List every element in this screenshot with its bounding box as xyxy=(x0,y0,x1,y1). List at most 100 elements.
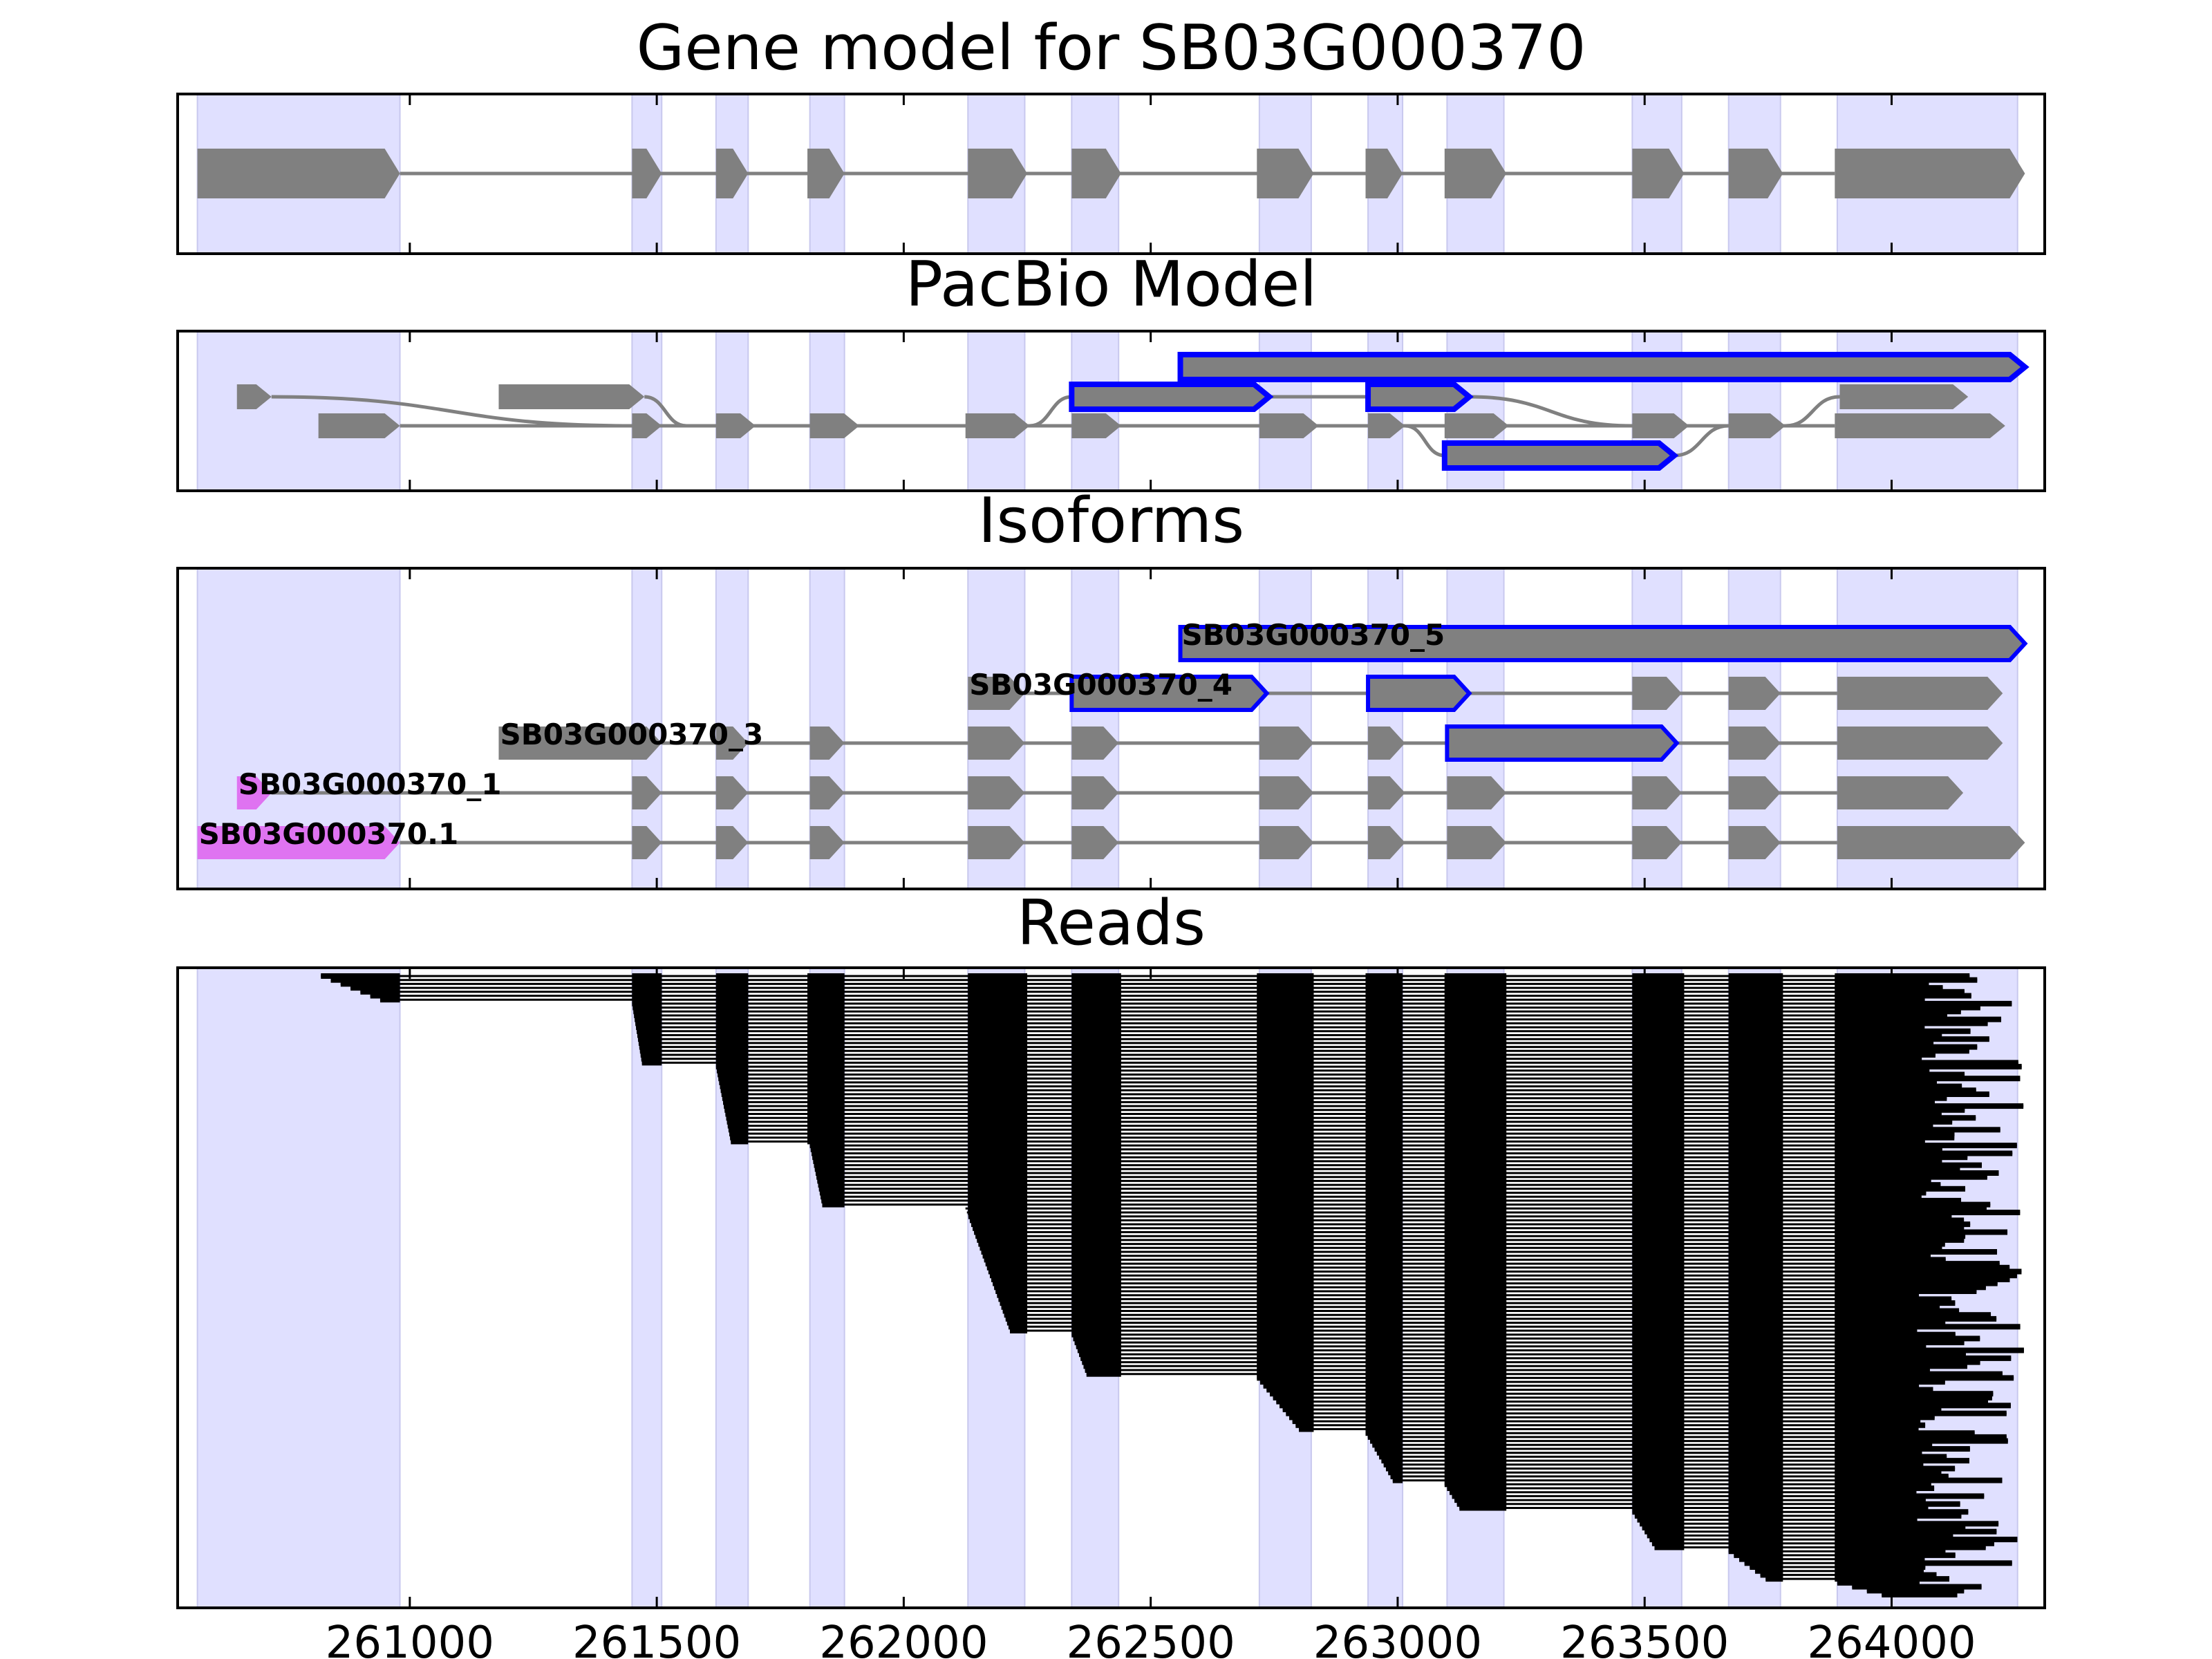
read-exon xyxy=(968,993,1028,999)
read-exon xyxy=(822,1201,845,1208)
read-exon xyxy=(1632,1398,1685,1405)
read-exon xyxy=(1444,1182,1507,1188)
read-exon xyxy=(715,1052,749,1058)
read-exon xyxy=(807,1044,845,1050)
read-exon xyxy=(1632,1407,1685,1412)
exon xyxy=(1632,677,1682,710)
read-exon xyxy=(1257,1060,1314,1066)
read-exon xyxy=(1632,1497,1685,1503)
read-exon xyxy=(1835,1403,2011,1409)
read-exon xyxy=(1257,1044,1314,1050)
read-exon xyxy=(1365,1111,1403,1117)
read-exon xyxy=(1632,1355,1685,1361)
read-exon xyxy=(1365,1099,1403,1105)
read-exon xyxy=(1444,1009,1507,1015)
read-exon xyxy=(1835,1276,2010,1282)
read-exon xyxy=(1071,1150,1121,1156)
read-exon xyxy=(637,1032,662,1038)
read-exon xyxy=(968,1131,1028,1136)
read-exon xyxy=(807,977,845,983)
read-exon xyxy=(968,1162,1028,1168)
read-exon xyxy=(1365,1009,1403,1015)
read-exon xyxy=(1835,1071,1965,1078)
read-exon xyxy=(1071,1261,1121,1267)
read-exon xyxy=(1365,1276,1403,1282)
read-exon xyxy=(1071,1210,1121,1215)
read-exon xyxy=(1444,1371,1507,1377)
read-exon xyxy=(1257,1225,1314,1231)
read-exon xyxy=(1728,1544,1783,1550)
read-exon xyxy=(1257,1150,1314,1156)
read-exon xyxy=(1444,1470,1507,1476)
read-exon xyxy=(1006,1320,1028,1326)
read-exon xyxy=(1835,1268,2022,1275)
read-exon xyxy=(715,1064,749,1070)
exon xyxy=(968,677,1025,710)
read-exon xyxy=(1444,1331,1507,1338)
read-exon xyxy=(1071,1217,1121,1224)
read-exon xyxy=(715,1020,749,1027)
read-exon xyxy=(1444,1233,1507,1239)
read-exon xyxy=(1444,1280,1507,1286)
read-exon xyxy=(1071,1182,1121,1188)
read-exon xyxy=(1365,1056,1403,1062)
read-exon xyxy=(1452,1493,1507,1499)
highlighted-exon xyxy=(1069,675,1270,712)
read-exon xyxy=(1257,1115,1314,1121)
read-exon xyxy=(1728,1340,1783,1346)
read-exon xyxy=(1257,1276,1314,1282)
read-exon xyxy=(980,1245,1028,1251)
read-exon xyxy=(1632,1221,1685,1228)
read-exon xyxy=(1444,1162,1507,1168)
read-exon xyxy=(1444,988,1507,995)
read-exon xyxy=(968,985,1028,991)
read-exon xyxy=(1728,1363,1783,1369)
read-exon xyxy=(1071,1013,1121,1018)
read-exon xyxy=(1071,1237,1121,1243)
read-exon xyxy=(1632,1489,1685,1495)
read-exon xyxy=(1728,985,1783,991)
read-exon xyxy=(1444,1095,1507,1101)
read-exon xyxy=(715,973,749,979)
exon xyxy=(1632,413,1689,438)
read-exon xyxy=(1444,1174,1507,1180)
read-exon xyxy=(1444,1032,1507,1038)
read-exon xyxy=(632,993,662,999)
read-exon xyxy=(1728,1308,1783,1314)
read-exon xyxy=(1365,1071,1403,1078)
read-exon xyxy=(1835,1150,2013,1156)
read-exon xyxy=(1257,1217,1314,1224)
read-exon xyxy=(1835,1387,1933,1393)
read-exon xyxy=(1365,1375,1403,1381)
read-exon xyxy=(1444,1284,1507,1291)
read-exon xyxy=(1835,981,1929,987)
read-exon xyxy=(1760,1572,1783,1578)
read-exon xyxy=(1365,1016,1403,1022)
read-exon xyxy=(1257,1253,1314,1259)
read-exon xyxy=(1728,1288,1783,1294)
read-exon xyxy=(1632,1210,1685,1215)
read-exon xyxy=(1835,1166,1960,1172)
read-exon xyxy=(1365,1064,1403,1070)
read-exon xyxy=(1071,1284,1121,1291)
isoforms-panel: SB03G000370.1 SB03G000370_1 SB03G000370_3 S… xyxy=(176,485,2046,890)
read-exon xyxy=(1728,1331,1783,1338)
read-exon xyxy=(1632,1312,1685,1318)
read-exon xyxy=(1728,977,1783,983)
exon xyxy=(968,776,1025,809)
read-exon xyxy=(968,1154,1028,1161)
exon xyxy=(1368,727,1405,760)
read-exon xyxy=(1835,1221,1971,1228)
read-exon xyxy=(1632,1143,1685,1149)
read-exon xyxy=(1728,1434,1783,1440)
read-exon xyxy=(1765,1576,1783,1582)
read-exon xyxy=(1632,1477,1685,1483)
read-exon xyxy=(1728,1166,1783,1172)
read-exon xyxy=(1728,1237,1783,1243)
read-exon xyxy=(1728,1375,1783,1381)
read-exon xyxy=(1835,1233,1966,1239)
read-exon xyxy=(1728,1312,1783,1318)
read-exon xyxy=(968,1127,1028,1133)
read-exon xyxy=(968,1107,1028,1113)
read-exon xyxy=(1365,1048,1403,1054)
